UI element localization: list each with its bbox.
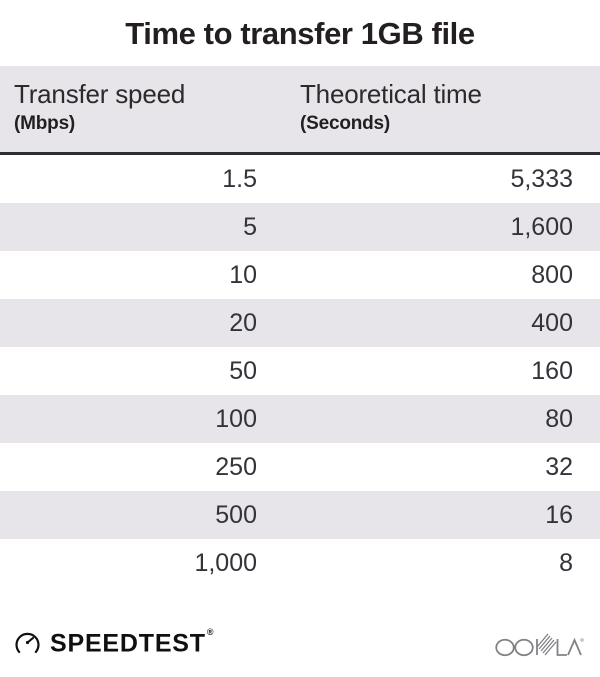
column-header-theoretical-time-unit: (Seconds) [300, 113, 391, 134]
cell-theoretical-time: 5,333 [510, 165, 573, 193]
speedometer-gauge-icon [14, 629, 41, 656]
speedtest-brand-text: SPEEDTEST [50, 629, 206, 658]
table-row: 100 80 [0, 395, 600, 443]
table-row: 1,000 8 [0, 539, 600, 587]
cell-theoretical-time: 8 [559, 549, 573, 577]
table-row: 5 1,600 [0, 203, 600, 251]
cell-transfer-speed: 5 [243, 213, 257, 241]
cell-transfer-speed: 500 [215, 501, 257, 529]
column-header-transfer-speed: Transfer speed (Mbps) [14, 78, 185, 137]
cell-transfer-speed: 250 [215, 453, 257, 481]
table-body: 1.5 5,333 5 1,600 10 800 20 400 50 160 1… [0, 155, 600, 587]
cell-transfer-speed: 100 [215, 405, 257, 433]
speedtest-wordmark: SPEEDTEST® [50, 626, 214, 658]
cell-transfer-speed: 1.5 [222, 165, 257, 193]
column-header-theoretical-time: Theoretical time (Seconds) [300, 78, 482, 137]
speedtest-logo: SPEEDTEST® [14, 625, 214, 659]
cell-transfer-speed: 1,000 [194, 549, 257, 577]
footer: SPEEDTEST® [0, 612, 600, 677]
cell-transfer-speed: 20 [229, 309, 257, 337]
table-row: 500 16 [0, 491, 600, 539]
ookla-logo [492, 630, 584, 658]
cell-theoretical-time: 32 [545, 453, 573, 481]
table-row: 50 160 [0, 347, 600, 395]
table-row: 10 800 [0, 251, 600, 299]
cell-theoretical-time: 16 [545, 501, 573, 529]
column-header-theoretical-time-label: Theoretical time [300, 79, 482, 109]
cell-theoretical-time: 80 [545, 405, 573, 433]
cell-theoretical-time: 160 [531, 357, 573, 385]
cell-theoretical-time: 400 [531, 309, 573, 337]
table-header-row: Transfer speed (Mbps) Theoretical time (… [0, 66, 600, 155]
table-row: 250 32 [0, 443, 600, 491]
column-header-transfer-speed-label: Transfer speed [14, 79, 186, 109]
table-row: 20 400 [0, 299, 600, 347]
column-header-transfer-speed-unit: (Mbps) [14, 113, 76, 134]
cell-theoretical-time: 1,600 [510, 213, 573, 241]
cell-transfer-speed: 50 [229, 357, 257, 385]
cell-theoretical-time: 800 [531, 261, 573, 289]
transfer-time-table: Transfer speed (Mbps) Theoretical time (… [0, 66, 600, 587]
table-row: 1.5 5,333 [0, 155, 600, 203]
cell-transfer-speed: 10 [229, 261, 257, 289]
page-title: Time to transfer 1GB file [125, 16, 475, 51]
speedtest-trademark-icon: ® [206, 627, 214, 638]
